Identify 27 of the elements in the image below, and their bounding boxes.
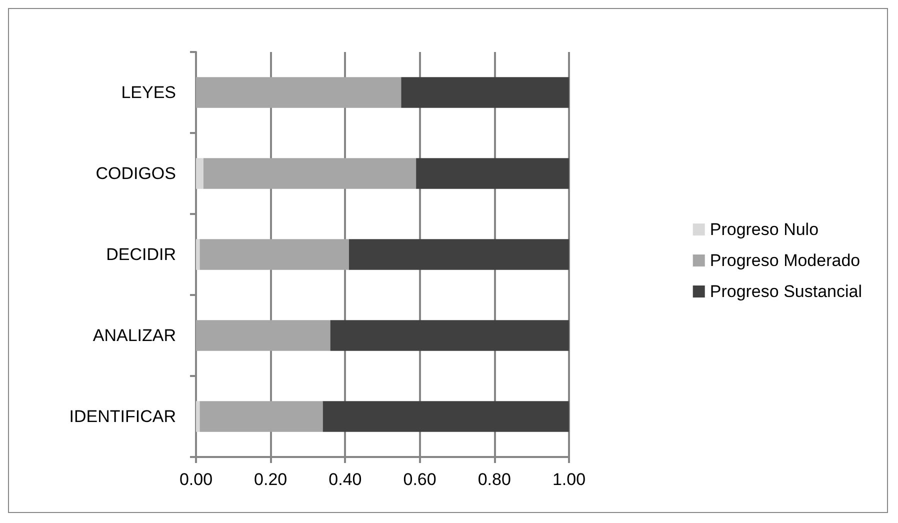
bar — [200, 401, 323, 432]
x-tick-label: 0.00 — [179, 470, 213, 489]
bar — [196, 239, 200, 270]
legend-label: Progreso Moderado — [710, 251, 860, 270]
y-tick-label: DECIDIR — [106, 245, 176, 264]
bar — [401, 77, 569, 108]
y-tick-label: IDENTIFICAR — [69, 407, 176, 426]
bar — [196, 401, 200, 432]
x-tick-label: 0.60 — [403, 470, 436, 489]
x-tick-label: 0.20 — [254, 470, 288, 489]
y-tick-label: CODIGOS — [96, 164, 176, 183]
bar — [330, 320, 569, 351]
bar — [196, 158, 204, 189]
y-tick-label: LEYES — [121, 83, 176, 102]
bar — [416, 158, 569, 189]
bar — [322, 401, 569, 432]
bar — [196, 320, 330, 351]
bar — [196, 77, 402, 108]
bar — [203, 158, 416, 189]
bar — [200, 239, 349, 270]
y-tick-label: ANALIZAR — [92, 326, 176, 345]
legend-label: Progreso Nulo — [710, 220, 819, 239]
x-tick-label: 0.40 — [328, 470, 362, 489]
bar — [348, 239, 569, 270]
x-tick-label: 1.00 — [552, 470, 586, 489]
x-tick-label: 0.80 — [478, 470, 511, 489]
legend-label: Progreso Sustancial — [710, 282, 862, 301]
